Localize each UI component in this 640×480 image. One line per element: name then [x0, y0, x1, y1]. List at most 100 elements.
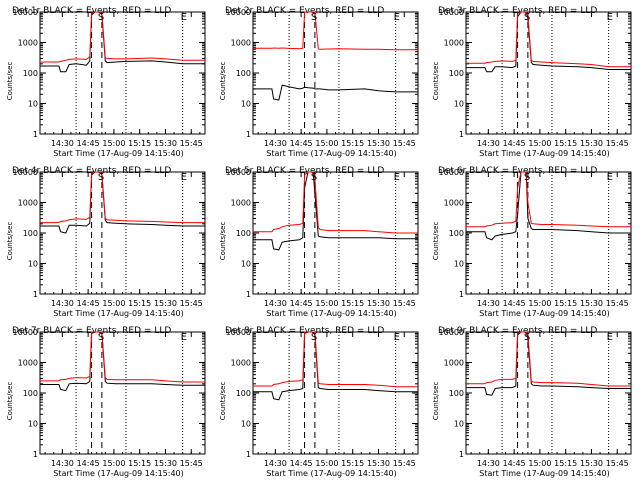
- y-tick-label: 1000: [231, 199, 251, 208]
- x-tick-label: 14:45: [290, 139, 313, 148]
- y-axis-label: Counts/sec: [219, 62, 227, 101]
- y-tick-label: 1: [246, 450, 251, 459]
- plot-frame: [252, 331, 419, 455]
- start-marker: S: [311, 332, 317, 343]
- end-marker: E: [181, 172, 187, 183]
- x-tick-label: 15:30: [367, 299, 390, 308]
- y-tick-label: 10000: [439, 328, 464, 337]
- y-tick-label: 10000: [439, 8, 464, 17]
- y-axis-label: Counts/sec: [432, 222, 440, 261]
- x-tick-label: 14:30: [51, 459, 74, 468]
- x-tick-label: 15:15: [554, 139, 577, 148]
- series-line: [253, 331, 418, 388]
- x-tick-label: 14:45: [77, 459, 100, 468]
- x-tick-label: 15:15: [554, 459, 577, 468]
- end-marker: E: [394, 172, 400, 183]
- panel-title: Det 6r BLACK = Events, RED = LLD: [438, 166, 597, 176]
- end-marker: E: [394, 332, 400, 343]
- series-line: [40, 171, 205, 224]
- x-tick-label: 15:00: [528, 139, 551, 148]
- panel-title: Det 9r BLACK = Events, RED = LLD: [438, 326, 597, 336]
- y-tick-label: 1000: [18, 39, 38, 48]
- y-tick-label: 10: [28, 420, 38, 429]
- y-tick-label: 10000: [439, 168, 464, 177]
- y-tick-label: 1: [459, 290, 464, 299]
- x-tick-label: 15:30: [154, 299, 177, 308]
- start-marker: S: [98, 12, 104, 23]
- x-tick-label: 15:15: [128, 139, 151, 148]
- detector-panel: Det 3r BLACK = Events, RED = LLD 1 10 100 10…: [432, 6, 632, 158]
- end-marker: E: [607, 12, 613, 23]
- y-axis-label: Counts/sec: [432, 382, 440, 421]
- x-axis-label: Start Time (17-Aug-09 14:15:40): [479, 149, 610, 158]
- y-tick-label: 10000: [13, 8, 38, 17]
- x-axis-label: Start Time (17-Aug-09 14:15:40): [479, 469, 610, 478]
- y-tick-label: 100: [23, 229, 38, 238]
- x-tick-label: 15:45: [393, 459, 416, 468]
- x-tick-label: 15:30: [580, 459, 603, 468]
- x-tick-label: 15:00: [315, 299, 338, 308]
- x-tick-label: 14:30: [477, 139, 500, 148]
- x-tick-label: 14:30: [264, 139, 287, 148]
- x-tick-label: 15:45: [180, 139, 203, 148]
- series-line: [466, 171, 631, 228]
- end-marker: E: [181, 12, 187, 23]
- y-tick-label: 1: [246, 290, 251, 299]
- x-tick-label: 15:30: [154, 139, 177, 148]
- x-tick-label: 15:15: [128, 299, 151, 308]
- y-tick-label: 10000: [226, 168, 251, 177]
- panel-title: Det 1r BLACK = Events, RED = LLD: [12, 6, 171, 16]
- x-tick-label: 15:30: [580, 299, 603, 308]
- series-line: [253, 84, 418, 101]
- x-tick-label: 14:30: [264, 299, 287, 308]
- start-marker: S: [311, 12, 317, 23]
- y-tick-label: 100: [236, 229, 251, 238]
- y-tick-label: 100: [23, 69, 38, 78]
- start-marker: S: [524, 172, 530, 183]
- start-marker: S: [524, 332, 530, 343]
- x-axis-label: Start Time (17-Aug-09 14:15:40): [53, 469, 184, 478]
- x-tick-label: 15:00: [102, 459, 125, 468]
- y-tick-label: 1: [459, 450, 464, 459]
- y-tick-label: 10: [241, 420, 251, 429]
- x-tick-label: 15:00: [102, 139, 125, 148]
- plot-frame: [39, 331, 206, 455]
- detector-panel: Det 1r BLACK = Events, RED = LLD 1 10 100 10…: [6, 6, 206, 158]
- x-tick-label: 15:15: [341, 459, 364, 468]
- x-tick-label: 15:15: [554, 299, 577, 308]
- series-line: [253, 171, 418, 234]
- detector-panel: Det 7r BLACK = Events, RED = LLD 1 10 100 10…: [6, 326, 206, 478]
- y-tick-label: 1000: [444, 199, 464, 208]
- y-axis-label: Counts/sec: [6, 222, 14, 261]
- y-tick-label: 1000: [231, 39, 251, 48]
- x-tick-label: 15:15: [128, 459, 151, 468]
- y-tick-label: 100: [236, 389, 251, 398]
- series-line: [253, 11, 418, 51]
- x-tick-label: 15:00: [315, 459, 338, 468]
- panel-title: Det 8r BLACK = Events, RED = LLD: [225, 326, 384, 336]
- x-tick-label: 14:45: [77, 299, 100, 308]
- x-tick-label: 15:30: [367, 459, 390, 468]
- y-tick-label: 10: [241, 260, 251, 269]
- plot-frame: [465, 11, 632, 135]
- y-tick-label: 1000: [444, 359, 464, 368]
- series-line: [40, 11, 205, 63]
- x-axis-label: Start Time (17-Aug-09 14:15:40): [53, 309, 184, 318]
- y-tick-label: 100: [236, 69, 251, 78]
- x-tick-label: 15:00: [102, 299, 125, 308]
- y-tick-label: 10: [28, 100, 38, 109]
- x-tick-label: 15:00: [528, 299, 551, 308]
- x-tick-label: 15:15: [341, 299, 364, 308]
- detector-panel: Det 9r BLACK = Events, RED = LLD 1 10 100 10…: [432, 326, 632, 478]
- y-tick-label: 10: [454, 260, 464, 269]
- y-tick-label: 1000: [231, 359, 251, 368]
- plot-frame: [252, 11, 419, 135]
- y-tick-label: 1000: [18, 199, 38, 208]
- x-axis-label: Start Time (17-Aug-09 14:15:40): [53, 149, 184, 158]
- y-tick-label: 10000: [226, 328, 251, 337]
- x-tick-label: 15:15: [341, 139, 364, 148]
- x-tick-label: 14:45: [503, 459, 526, 468]
- x-tick-label: 15:45: [606, 459, 629, 468]
- x-tick-label: 14:45: [503, 299, 526, 308]
- y-tick-label: 10000: [13, 328, 38, 337]
